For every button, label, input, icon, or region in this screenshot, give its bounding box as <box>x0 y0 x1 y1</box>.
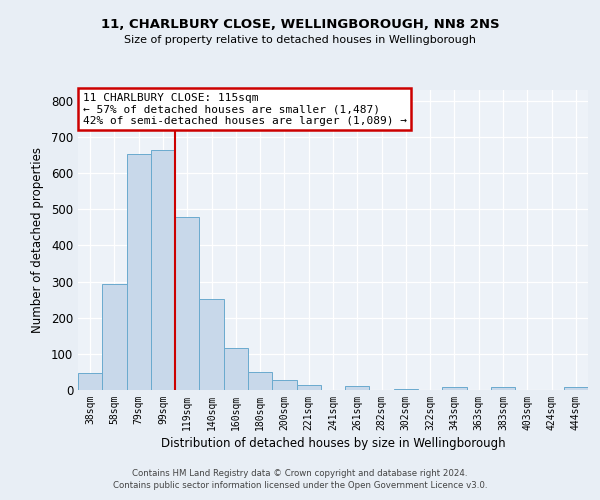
Bar <box>491 388 515 390</box>
Bar <box>224 348 248 390</box>
Bar <box>564 388 588 390</box>
Text: 11 CHARLBURY CLOSE: 115sqm
← 57% of detached houses are smaller (1,487)
42% of s: 11 CHARLBURY CLOSE: 115sqm ← 57% of deta… <box>83 92 407 126</box>
Bar <box>102 284 127 390</box>
Bar <box>296 384 321 390</box>
Bar <box>127 154 151 390</box>
X-axis label: Distribution of detached houses by size in Wellingborough: Distribution of detached houses by size … <box>161 437 505 450</box>
Text: Contains public sector information licensed under the Open Government Licence v3: Contains public sector information licen… <box>113 481 487 490</box>
Bar <box>151 150 175 390</box>
Bar <box>78 372 102 390</box>
Bar <box>199 299 224 390</box>
Bar <box>345 386 370 390</box>
Bar <box>394 388 418 390</box>
Y-axis label: Number of detached properties: Number of detached properties <box>31 147 44 333</box>
Bar <box>272 380 296 390</box>
Bar <box>248 372 272 390</box>
Bar <box>175 217 199 390</box>
Bar <box>442 388 467 390</box>
Text: Contains HM Land Registry data © Crown copyright and database right 2024.: Contains HM Land Registry data © Crown c… <box>132 468 468 477</box>
Text: Size of property relative to detached houses in Wellingborough: Size of property relative to detached ho… <box>124 35 476 45</box>
Text: 11, CHARLBURY CLOSE, WELLINGBOROUGH, NN8 2NS: 11, CHARLBURY CLOSE, WELLINGBOROUGH, NN8… <box>101 18 499 30</box>
